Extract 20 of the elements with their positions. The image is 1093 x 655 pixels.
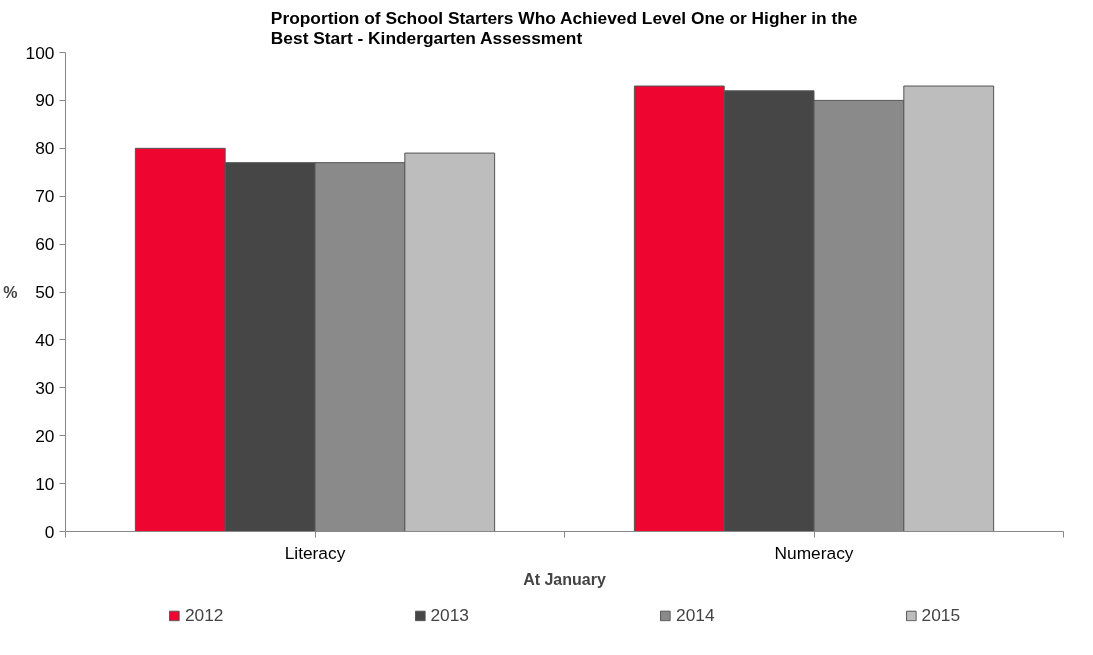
y-tick-label: 0 bbox=[44, 521, 55, 542]
x-axis-title: At January bbox=[523, 570, 606, 588]
y-axis-title: % bbox=[3, 283, 18, 301]
y-tick-label: 40 bbox=[35, 329, 55, 350]
legend-label: 2013 bbox=[430, 604, 469, 626]
x-tick-label: Literacy bbox=[284, 542, 346, 563]
legend-label: 2015 bbox=[921, 604, 961, 626]
y-tick-label: 10 bbox=[35, 473, 55, 494]
legend-label: 2012 bbox=[184, 604, 224, 626]
legend-label: 2014 bbox=[676, 604, 715, 626]
y-tick-label: 100 bbox=[25, 42, 55, 63]
chart-title: Proportion of School Starters Who Achieved Level One or Higher in the Best Start - Kindergarten Assessment bbox=[270, 7, 858, 48]
x-tick-label: Numeracy bbox=[774, 542, 854, 563]
y-tick-label: 60 bbox=[35, 234, 55, 255]
y-tick-label: 50 bbox=[35, 282, 55, 302]
y-tick-label: 20 bbox=[35, 425, 55, 446]
y-tick-label: 80 bbox=[35, 138, 55, 159]
y-tick-label: 70 bbox=[35, 186, 55, 207]
y-tick-label: 30 bbox=[35, 377, 55, 398]
y-tick-label: 90 bbox=[35, 90, 55, 111]
